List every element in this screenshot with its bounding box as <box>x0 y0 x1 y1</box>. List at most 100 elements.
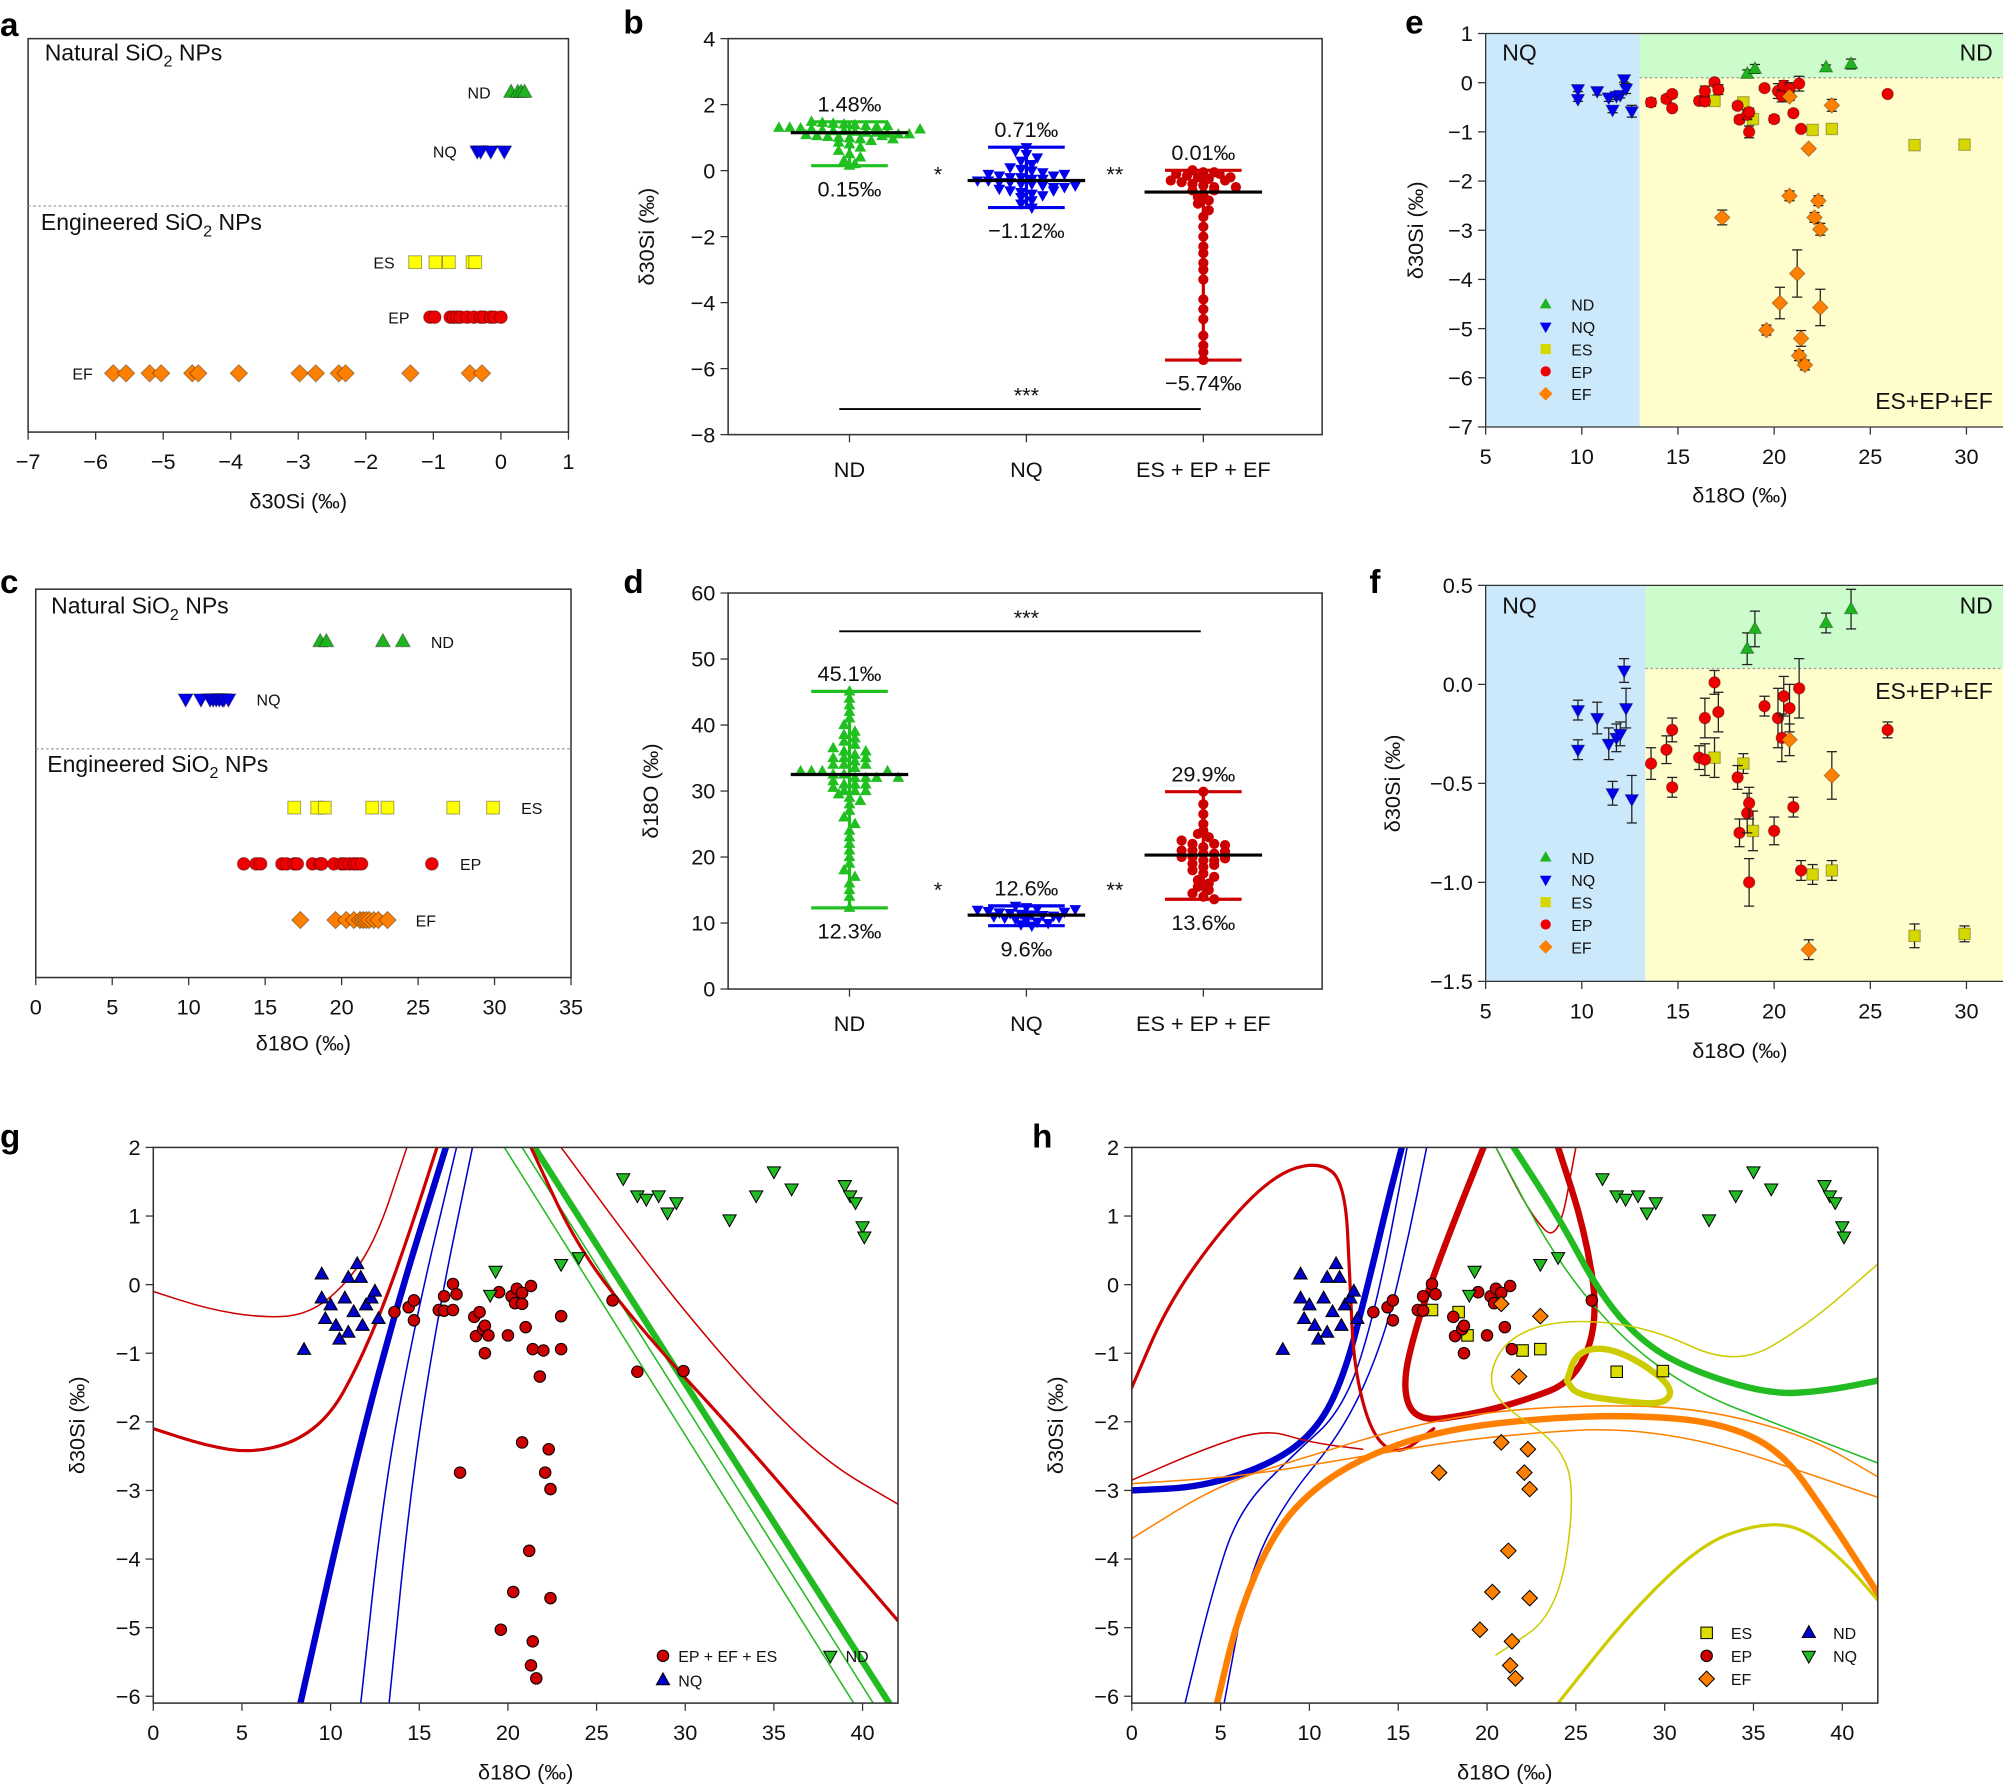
point-ef <box>1506 1669 1524 1687</box>
point-ef <box>1806 208 1824 226</box>
point-ep <box>1758 699 1771 713</box>
y-tick-label: −6 <box>116 1684 141 1709</box>
point-nd <box>1337 1296 1353 1311</box>
min-label: 9.6‰ <box>1000 936 1052 961</box>
point-ep-ef-es <box>478 1346 492 1360</box>
plot-frame <box>1131 1146 1879 1704</box>
data-point <box>838 735 850 746</box>
y-tick-label: −3 <box>1094 1478 1119 1503</box>
point-nd <box>394 632 412 648</box>
x-axis-label: δ30Si (‰) <box>249 489 347 514</box>
data-point <box>849 778 861 789</box>
row-label-es: ES <box>521 801 542 818</box>
data-point <box>1015 192 1027 204</box>
decision-boundary <box>529 1147 899 1623</box>
point-nq <box>314 1266 330 1280</box>
point-ep <box>1386 1314 1400 1327</box>
point-nd <box>1319 1324 1335 1338</box>
point-ep <box>1698 95 1712 108</box>
y-tick-label: 0.5 <box>1443 573 1473 598</box>
y-tick-label: 0 <box>703 977 715 1002</box>
point-es <box>1806 868 1819 881</box>
point-nq <box>1618 1193 1634 1208</box>
point-nd <box>638 1193 654 1208</box>
data-point <box>1004 186 1016 197</box>
region-label-nd: ND <box>1960 592 1993 618</box>
point-nq <box>482 145 499 161</box>
point-ep-ef-es <box>446 1303 460 1317</box>
point-ep-ef-es <box>537 1344 550 1357</box>
min-label: 0.15‰ <box>818 176 882 201</box>
data-point <box>827 781 840 792</box>
row-label-es: ES <box>373 256 394 273</box>
panel-label-c: c <box>0 564 18 601</box>
significance-label: * <box>934 877 943 902</box>
decision-boundary <box>359 1147 458 1704</box>
point-ep <box>1416 1290 1430 1303</box>
x-tick-label: 5 <box>236 1720 248 1745</box>
y-tick-label: −3 <box>116 1478 141 1503</box>
decision-boundary <box>521 1147 874 1704</box>
data-point <box>1203 195 1214 206</box>
data-point <box>794 121 807 133</box>
point-ep <box>1429 1287 1442 1301</box>
point-nd <box>855 1221 871 1235</box>
row-label-ep: EP <box>388 310 409 327</box>
significance-label: ** <box>1106 162 1123 187</box>
decision-boundary <box>388 1147 474 1704</box>
point-es <box>1825 864 1839 877</box>
data-point <box>832 787 845 799</box>
plot-frame <box>152 1146 899 1704</box>
legend-marker-nq <box>1539 875 1552 887</box>
y-tick-label: 0 <box>1461 70 1473 95</box>
data-point <box>838 758 850 769</box>
point-nd <box>516 83 533 98</box>
legend-marker-ep <box>1540 366 1551 377</box>
significance-label: ** <box>1106 877 1123 902</box>
y-tick-label: −1 <box>1448 120 1473 145</box>
point-ep <box>1777 689 1791 703</box>
point-es <box>287 800 302 815</box>
point-nd <box>766 1166 782 1180</box>
point-es <box>1806 123 1819 137</box>
data-point <box>805 764 818 776</box>
category-label: NQ <box>1010 457 1043 482</box>
y-tick-label: 50 <box>691 647 715 672</box>
data-point <box>1004 163 1016 174</box>
data-point <box>854 132 867 144</box>
decision-boundary <box>531 1147 893 1704</box>
data-point <box>1209 838 1220 849</box>
point-nq <box>1745 1166 1761 1180</box>
max-label: 45.1‰ <box>818 661 882 686</box>
point-nq <box>1605 788 1621 802</box>
legend-label-nq: NQ <box>1571 320 1595 337</box>
x-tick-label: 35 <box>559 995 583 1020</box>
point-nq <box>371 1310 386 1325</box>
data-point <box>1031 917 1044 929</box>
point-nd <box>1325 1303 1340 1318</box>
data-point <box>838 863 850 875</box>
y-tick-label: −6 <box>1448 365 1473 390</box>
point-nd <box>668 1197 684 1211</box>
data-point <box>811 129 823 141</box>
data-point <box>827 741 840 753</box>
data-point <box>914 122 926 134</box>
data-point <box>876 129 888 141</box>
y-tick-label: −2 <box>691 224 716 249</box>
y-tick-label: 4 <box>703 26 715 51</box>
y-tick-label: 0 <box>1107 1272 1119 1297</box>
data-point <box>892 771 905 782</box>
data-point <box>838 728 850 740</box>
x-axis-label: δ18O (‰) <box>1692 482 1787 507</box>
x-axis-label: δ18O (‰) <box>1692 1038 1787 1063</box>
point-ep <box>1794 122 1808 136</box>
point-ep <box>1881 87 1894 101</box>
legend-marker-ef <box>1538 939 1553 954</box>
point-ef <box>1519 1440 1537 1458</box>
point-nq <box>353 1269 369 1283</box>
point-ep <box>1457 1346 1471 1360</box>
y-tick-label: 60 <box>691 581 715 606</box>
point-nd <box>1275 1341 1291 1355</box>
point-ep-ef-es <box>446 1277 460 1291</box>
